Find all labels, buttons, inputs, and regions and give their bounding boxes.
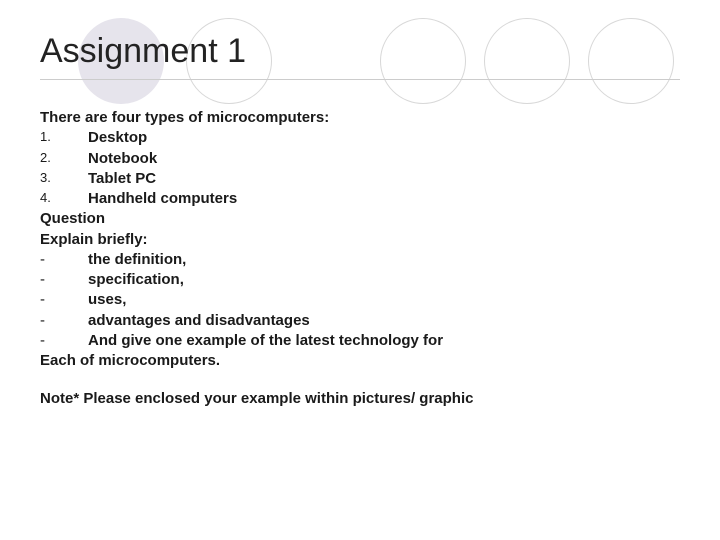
list-marker: - — [40, 250, 88, 270]
intro-line: There are four types of microcomputers: — [40, 108, 680, 128]
list-item: - the definition, — [40, 250, 680, 270]
list-item: 2. Notebook — [40, 149, 680, 169]
note-line: Note* Please enclosed your example withi… — [40, 389, 680, 409]
list-marker: - — [40, 270, 88, 290]
list-item: - specification, — [40, 270, 680, 290]
list-marker: 2. — [40, 149, 88, 169]
list-label: And give one example of the latest techn… — [88, 331, 443, 351]
list-label: Desktop — [88, 128, 147, 148]
list-marker: - — [40, 290, 88, 310]
list-item: 4. Handheld computers — [40, 189, 680, 209]
body-text: There are four types of microcomputers: … — [40, 108, 680, 410]
list-marker: - — [40, 331, 88, 351]
question-label: Question — [40, 209, 680, 229]
list-label: Tablet PC — [88, 169, 156, 189]
list-label: Handheld computers — [88, 189, 237, 209]
list-item: 1. Desktop — [40, 128, 680, 148]
list-marker: - — [40, 311, 88, 331]
list-label: uses, — [88, 290, 126, 310]
list-label: Notebook — [88, 149, 157, 169]
page-title: Assignment 1 — [40, 32, 680, 71]
list-marker: 4. — [40, 189, 88, 209]
slide-content: Assignment 1 There are four types of mic… — [0, 0, 720, 410]
list-marker: 1. — [40, 128, 88, 148]
list-item: - advantages and disadvantages — [40, 311, 680, 331]
list-label: the definition, — [88, 250, 186, 270]
list-label: specification, — [88, 270, 184, 290]
list-item: - uses, — [40, 290, 680, 310]
list-label: advantages and disadvantages — [88, 311, 310, 331]
closing-line: Each of microcomputers. — [40, 351, 680, 371]
explain-label: Explain briefly: — [40, 230, 680, 250]
title-divider — [40, 79, 680, 80]
list-item: 3. Tablet PC — [40, 169, 680, 189]
list-marker: 3. — [40, 169, 88, 189]
list-item: - And give one example of the latest tec… — [40, 331, 680, 351]
